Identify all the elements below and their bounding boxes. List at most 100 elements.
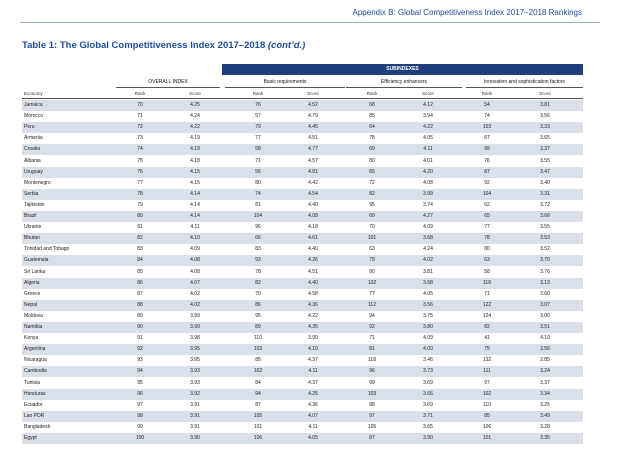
- score-cell: 4.08: [423, 179, 433, 186]
- score-cell: 4.10: [190, 235, 200, 242]
- row-band: [22, 344, 583, 356]
- economy-cell: Armenia: [24, 135, 43, 142]
- score-cell: 3.37: [540, 379, 550, 386]
- rank-cell: 86: [255, 301, 261, 308]
- score-cell: 3.69: [423, 379, 433, 386]
- score-cell: 3.49: [540, 412, 550, 419]
- score-cell: 4.36: [308, 301, 318, 308]
- economy-cell: Kenya: [24, 335, 39, 342]
- rank-cell: 70: [369, 224, 375, 231]
- row-band: [22, 211, 583, 222]
- economy-cell: Ecuador: [24, 401, 43, 408]
- score-cell: 3.99: [423, 190, 433, 197]
- rank-cell: 97: [369, 412, 375, 419]
- economy-cell: Cambodia: [24, 368, 47, 375]
- score-cell: 4.02: [423, 257, 433, 264]
- score-cell: 3.34: [540, 390, 550, 397]
- score-cell: 4.45: [308, 124, 318, 131]
- score-cell: 3.81: [423, 268, 433, 275]
- row-band: [22, 111, 583, 123]
- row-band: [22, 377, 583, 389]
- score-cell: 3.80: [423, 324, 433, 330]
- rank-cell: 90: [369, 268, 375, 275]
- score-cell: 3.33: [540, 124, 550, 131]
- row-band: [22, 277, 583, 289]
- row-band: [22, 122, 583, 134]
- rank-cell: 97: [137, 401, 143, 408]
- row-band: [22, 188, 583, 200]
- economy-cell: Nepal: [24, 301, 38, 308]
- rank-cell: 93: [137, 357, 143, 364]
- economy-cell: Namibia: [24, 324, 43, 330]
- rank-cell: 65: [369, 168, 375, 175]
- rank-cell: 99: [369, 379, 375, 386]
- score-cell: 4.09: [423, 224, 433, 231]
- row-band: [22, 199, 583, 211]
- rank-cell: 81: [137, 224, 143, 231]
- rank-cell: 124: [482, 312, 492, 319]
- score-cell: 4.10: [308, 346, 318, 353]
- score-cell: 4.24: [423, 246, 433, 253]
- column-heading: Score: [189, 91, 201, 96]
- score-cell: 4.19: [190, 135, 200, 142]
- score-cell: 4.11: [423, 146, 433, 153]
- rank-cell: 103: [367, 390, 377, 397]
- rank-cell: 83: [255, 246, 261, 253]
- score-cell: 3.56: [540, 113, 550, 120]
- rank-cell: 56: [255, 168, 261, 175]
- rank-cell: 41: [484, 335, 490, 342]
- score-cell: 3.55: [540, 224, 550, 231]
- rank-cell: 71: [255, 157, 261, 164]
- row-band: [22, 388, 583, 400]
- score-cell: 4.15: [190, 168, 200, 175]
- rank-cell: 78: [255, 268, 261, 275]
- row-band: [22, 322, 583, 333]
- rank-cell: 110: [254, 335, 262, 342]
- rank-cell: 70: [137, 102, 143, 108]
- score-cell: 4.51: [308, 135, 318, 142]
- rank-cell: 71: [137, 113, 143, 120]
- rank-cell: 66: [255, 235, 261, 242]
- economy-cell: Sri Lanka: [24, 268, 46, 275]
- score-cell: 4.07: [308, 412, 318, 419]
- rank-cell: 77: [369, 290, 375, 297]
- rank-cell: 73: [137, 135, 143, 142]
- score-cell: 4.08: [308, 213, 318, 219]
- rank-cell: 78: [369, 135, 375, 142]
- rank-cell: 58: [255, 146, 261, 153]
- score-cell: 3.99: [190, 312, 200, 319]
- rank-cell: 96: [255, 224, 261, 231]
- row-band: [22, 233, 583, 245]
- rank-cell: 92: [369, 324, 375, 330]
- score-cell: 4.02: [190, 290, 200, 297]
- score-cell: 4.61: [308, 235, 318, 242]
- score-cell: 4.27: [423, 213, 433, 219]
- row-band: [22, 144, 583, 156]
- score-cell: 4.08: [190, 257, 200, 264]
- rank-cell: 101: [482, 435, 492, 441]
- rank-cell: 64: [369, 124, 375, 131]
- economy-cell: Serbia: [24, 190, 39, 197]
- score-cell: 2.85: [540, 357, 550, 364]
- title-suffix: (cont’d.): [267, 40, 306, 51]
- row-band: [22, 166, 583, 178]
- rank-cell: 81: [369, 346, 375, 353]
- economy-cell: Argentina: [24, 346, 46, 353]
- score-cell: 3.95: [190, 346, 200, 353]
- score-cell: 3.98: [190, 335, 200, 342]
- column-heading: Economy: [24, 91, 43, 96]
- score-cell: 4.37: [308, 357, 318, 364]
- group-rule: [346, 87, 462, 88]
- economy-cell: Albania: [24, 157, 41, 164]
- economy-cell: Lao PDR: [24, 412, 45, 419]
- row-band: [22, 366, 583, 378]
- rank-cell: 75: [484, 346, 490, 353]
- score-cell: 3.90: [308, 335, 318, 342]
- rank-cell: 122: [482, 301, 492, 308]
- rank-cell: 96: [137, 390, 143, 397]
- group-heading: Efficiency enhancers: [380, 79, 428, 85]
- score-cell: 3.65: [423, 423, 433, 430]
- score-cell: 4.20: [423, 168, 433, 175]
- column-heading: Score: [422, 91, 434, 96]
